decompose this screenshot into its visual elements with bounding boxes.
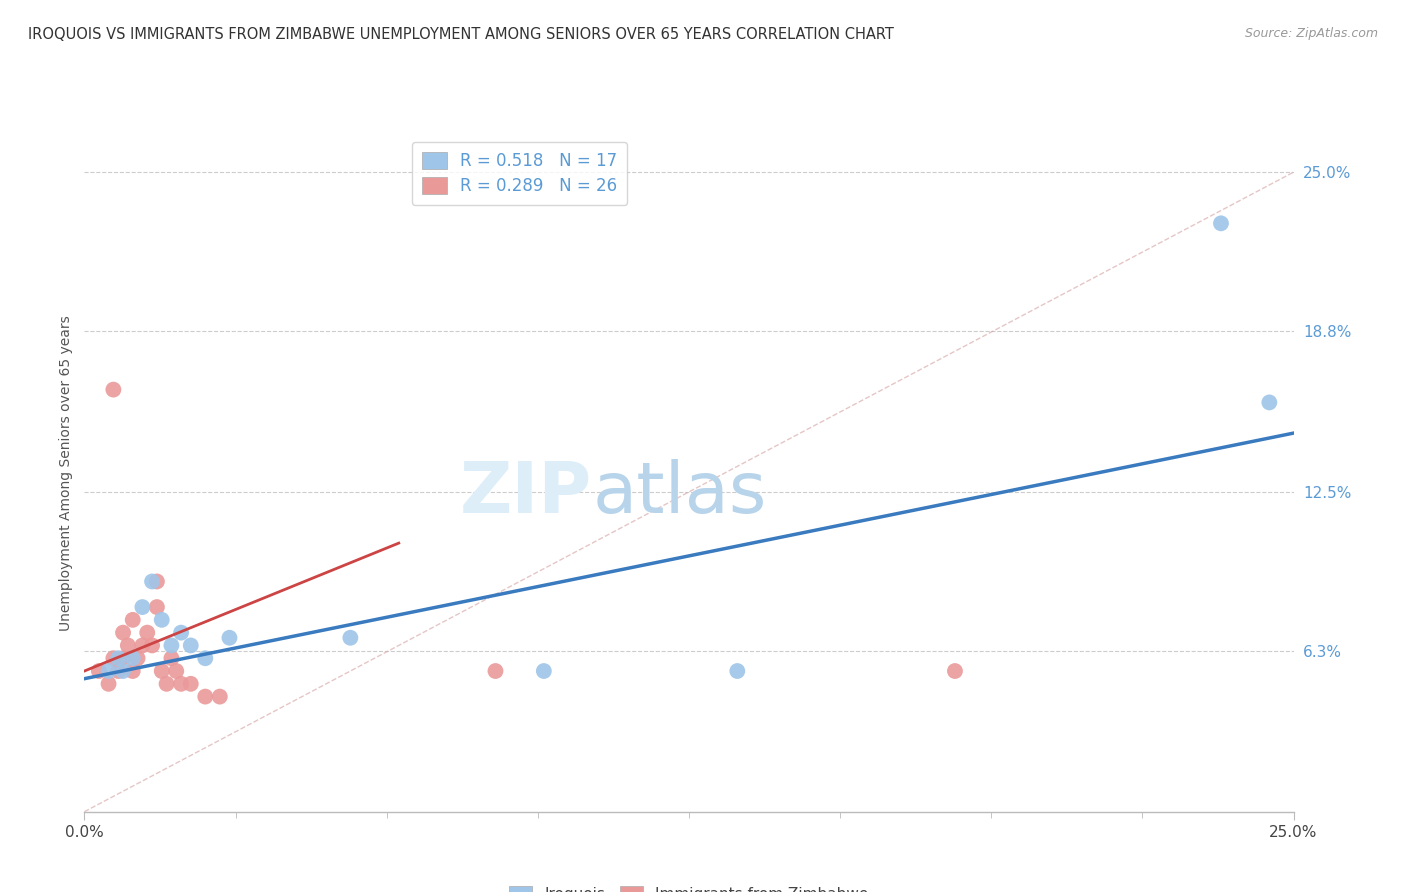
Point: [141, 574, 163, 589]
Point: [725, 664, 748, 678]
Point: [180, 639, 202, 653]
Point: [121, 664, 143, 678]
Point: [150, 664, 173, 678]
Point: [194, 651, 217, 665]
Text: IROQUOIS VS IMMIGRANTS FROM ZIMBABWE UNEMPLOYMENT AMONG SENIORS OVER 65 YEARS CO: IROQUOIS VS IMMIGRANTS FROM ZIMBABWE UNE…: [28, 27, 894, 42]
Point: [1258, 395, 1281, 409]
Point: [146, 600, 169, 615]
Point: [165, 664, 187, 678]
Point: [136, 625, 159, 640]
Point: [160, 639, 183, 653]
Point: [208, 690, 231, 704]
Point: [484, 664, 506, 678]
Point: [131, 600, 153, 615]
Point: [97, 664, 120, 678]
Point: [131, 639, 153, 653]
Point: [943, 664, 966, 678]
Point: [533, 664, 555, 678]
Point: [1209, 216, 1232, 230]
Text: ZIP: ZIP: [460, 458, 592, 527]
Point: [103, 651, 125, 665]
Point: [339, 631, 361, 645]
Point: [141, 639, 163, 653]
Point: [146, 574, 169, 589]
Point: [155, 677, 177, 691]
Point: [97, 677, 120, 691]
Point: [180, 677, 202, 691]
Point: [121, 613, 143, 627]
Point: [117, 639, 139, 653]
Y-axis label: Unemployment Among Seniors over 65 years: Unemployment Among Seniors over 65 years: [59, 315, 73, 631]
Point: [107, 664, 129, 678]
Text: Source: ZipAtlas.com: Source: ZipAtlas.com: [1244, 27, 1378, 40]
Point: [218, 631, 240, 645]
Point: [107, 651, 129, 665]
Point: [87, 664, 110, 678]
Point: [150, 613, 173, 627]
Point: [112, 651, 135, 665]
Point: [160, 651, 183, 665]
Legend: Iroquois, Immigrants from Zimbabwe: Iroquois, Immigrants from Zimbabwe: [503, 880, 875, 892]
Point: [103, 383, 125, 397]
Point: [170, 625, 193, 640]
Point: [112, 625, 135, 640]
Text: atlas: atlas: [592, 458, 766, 527]
Point: [170, 677, 193, 691]
Point: [127, 651, 149, 665]
Point: [112, 664, 135, 678]
Point: [194, 690, 217, 704]
Point: [121, 651, 143, 665]
